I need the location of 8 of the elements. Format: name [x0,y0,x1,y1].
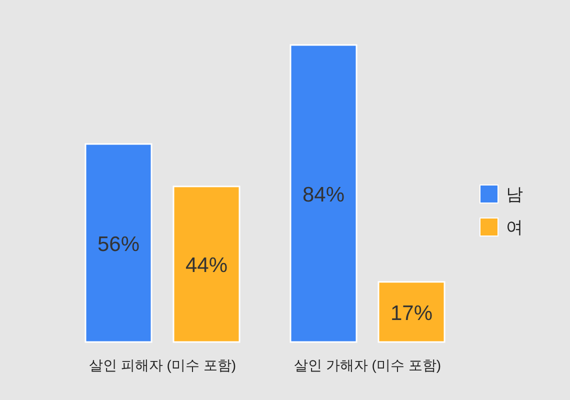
data-label: 84% [302,184,345,206]
legend-label: 남 [506,185,523,204]
legend-label: 여 [506,218,523,237]
data-label: 17% [390,302,433,325]
data-label: 56% [97,233,140,256]
x-tick-label: 살인 피해자 (미수 포함) [89,357,236,373]
data-label: 44% [185,254,228,278]
x-tick-label: 살인 가해자 (미수 포함) [294,357,441,373]
